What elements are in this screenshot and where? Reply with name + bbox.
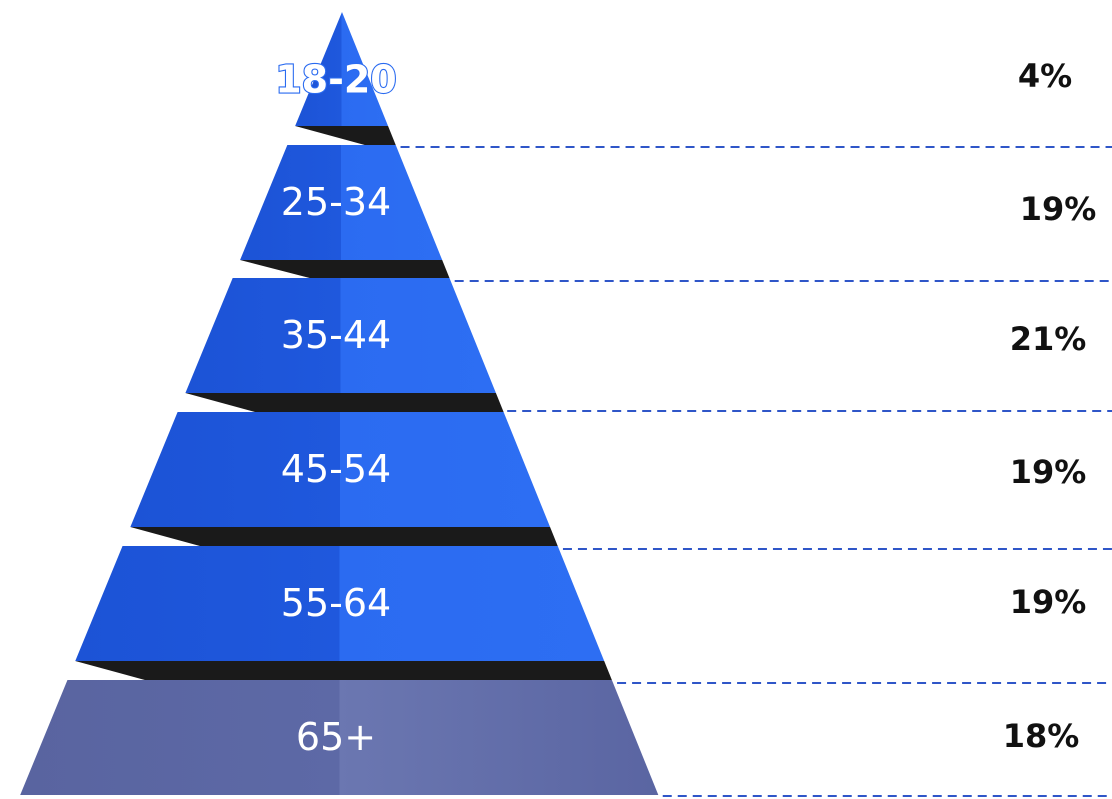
tier-shadow xyxy=(240,260,450,278)
tier-shadow xyxy=(75,661,612,680)
tier-shadows xyxy=(75,126,612,680)
pyramid-tiers xyxy=(20,12,659,795)
pyramid-tier-45-54 xyxy=(130,412,551,527)
guide-lines xyxy=(400,146,1112,797)
pyramid-tier-18-20 xyxy=(295,12,389,126)
tier-label: 35-44 xyxy=(281,313,391,357)
tier-shadow xyxy=(185,393,504,412)
tier-shadow xyxy=(295,126,396,145)
tier-shadow xyxy=(130,527,558,546)
pyramid-tier-55-64 xyxy=(75,546,605,661)
percent-label: 19% xyxy=(1010,583,1087,621)
tier-label: 25-34 xyxy=(281,180,391,224)
tier-label: 55-64 xyxy=(281,581,391,625)
pyramid-tier-35-44 xyxy=(185,278,496,393)
percent-label: 18% xyxy=(1003,717,1080,755)
tier-label: 45-54 xyxy=(281,447,391,491)
percent-labels: 4% 19% 21% 19% 19% 18% xyxy=(1003,57,1097,755)
percent-label: 19% xyxy=(1020,190,1097,228)
percent-label: 4% xyxy=(1018,57,1072,95)
percent-label: 19% xyxy=(1010,453,1087,491)
percent-label: 21% xyxy=(1010,320,1087,358)
tier-labels: 18-20 25-34 35-44 45-54 55-64 65+ xyxy=(274,56,398,759)
pyramid-tier-25-34 xyxy=(240,145,443,260)
tier-label: 65+ xyxy=(296,715,376,759)
tier-label: 18-20 xyxy=(275,58,397,102)
pyramid-tier-65+ xyxy=(20,680,659,795)
